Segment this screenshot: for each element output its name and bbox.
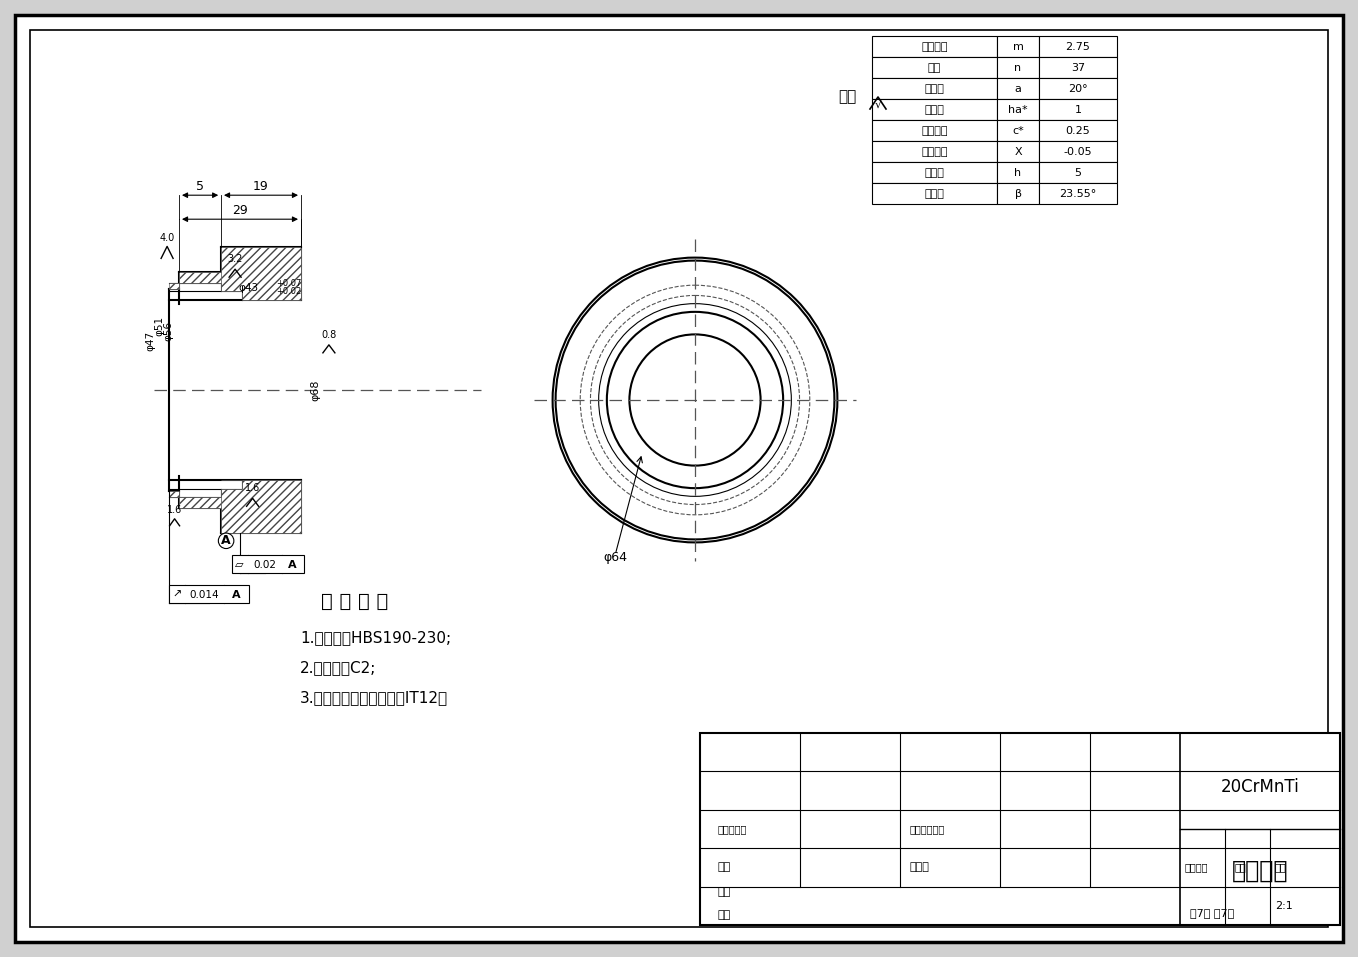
Text: ↗: ↗ xyxy=(172,590,182,600)
Text: φ43: φ43 xyxy=(239,282,258,293)
Text: 5: 5 xyxy=(196,180,204,192)
Bar xyxy=(1039,183,1118,204)
Text: A: A xyxy=(288,560,297,569)
Text: 0.25: 0.25 xyxy=(1066,126,1090,136)
Text: 技 术 要 求: 技 术 要 求 xyxy=(322,592,388,611)
Bar xyxy=(872,36,997,57)
Text: 齿形角: 齿形角 xyxy=(925,84,944,94)
Text: h: h xyxy=(1014,168,1021,178)
Bar xyxy=(1039,99,1118,120)
Text: φ51: φ51 xyxy=(153,316,164,336)
Text: 顶系隙数: 顶系隙数 xyxy=(921,126,948,136)
Text: 4.0: 4.0 xyxy=(159,234,175,243)
Bar xyxy=(997,162,1039,183)
Text: √: √ xyxy=(875,100,881,110)
Bar xyxy=(872,78,997,99)
Text: X: X xyxy=(1014,147,1021,157)
Text: 0.8: 0.8 xyxy=(322,330,337,340)
Text: 设计: 设计 xyxy=(718,862,731,873)
Text: 阶段标记: 阶段标记 xyxy=(1186,862,1209,873)
Text: β: β xyxy=(1014,189,1021,199)
Bar xyxy=(872,162,997,183)
Text: φ56: φ56 xyxy=(163,322,172,342)
Text: 2:1: 2:1 xyxy=(1275,901,1293,911)
Text: 5: 5 xyxy=(1074,168,1081,178)
Bar xyxy=(872,57,997,78)
Bar xyxy=(1039,141,1118,162)
Text: 螺旋角: 螺旋角 xyxy=(925,189,944,199)
Text: 2.75: 2.75 xyxy=(1066,42,1090,52)
Text: 19: 19 xyxy=(253,180,269,192)
Text: ▱: ▱ xyxy=(235,560,244,569)
Text: 3.2: 3.2 xyxy=(227,255,243,264)
Text: 20°: 20° xyxy=(1069,84,1088,94)
Bar xyxy=(170,585,249,603)
Text: φ47: φ47 xyxy=(145,330,155,350)
Text: 法向模数: 法向模数 xyxy=(921,42,948,52)
Polygon shape xyxy=(221,480,301,533)
Polygon shape xyxy=(168,273,221,289)
Text: 审核: 审核 xyxy=(718,887,731,898)
Text: 1.6: 1.6 xyxy=(244,483,261,493)
Bar xyxy=(1039,78,1118,99)
Text: 0.02: 0.02 xyxy=(253,560,276,569)
Polygon shape xyxy=(221,247,301,300)
Text: 变位系数: 变位系数 xyxy=(921,147,948,157)
Text: φ64: φ64 xyxy=(603,551,627,564)
Text: 29: 29 xyxy=(232,204,249,216)
Bar xyxy=(997,57,1039,78)
Bar xyxy=(997,99,1039,120)
Text: 标准化: 标准化 xyxy=(910,862,930,873)
Text: 五档齿轮: 五档齿轮 xyxy=(1232,859,1289,883)
Text: n: n xyxy=(1014,63,1021,73)
Text: c*: c* xyxy=(1012,126,1024,136)
Text: A: A xyxy=(221,534,231,547)
Bar xyxy=(997,141,1039,162)
Text: +0.02: +0.02 xyxy=(277,287,301,297)
Text: 齿数: 齿数 xyxy=(928,63,941,73)
Text: 齿顶高: 齿顶高 xyxy=(925,105,944,115)
Bar xyxy=(997,120,1039,141)
Text: 37: 37 xyxy=(1071,63,1085,73)
Bar xyxy=(1039,57,1118,78)
Polygon shape xyxy=(168,491,221,507)
Bar xyxy=(997,36,1039,57)
Text: 其余: 其余 xyxy=(838,90,857,104)
Bar xyxy=(872,99,997,120)
Text: 2.未注倒角C2;: 2.未注倒角C2; xyxy=(300,660,376,675)
Text: a: a xyxy=(1014,84,1021,94)
Text: A: A xyxy=(232,590,240,600)
Bar xyxy=(997,183,1039,204)
Text: 全齿高: 全齿高 xyxy=(925,168,944,178)
Text: 0.014: 0.014 xyxy=(189,590,219,600)
Text: 1: 1 xyxy=(1074,105,1081,115)
Text: 23.55°: 23.55° xyxy=(1059,189,1097,199)
Text: 1.调质处理HBS190-230;: 1.调质处理HBS190-230; xyxy=(300,630,451,645)
Bar xyxy=(1039,36,1118,57)
Bar xyxy=(997,78,1039,99)
Bar xyxy=(872,183,997,204)
Text: m: m xyxy=(1013,42,1024,52)
Bar xyxy=(699,733,1340,925)
Text: 共7张 第7张: 共7张 第7张 xyxy=(1190,908,1234,919)
Text: ha*: ha* xyxy=(1008,105,1028,115)
Bar xyxy=(232,555,304,573)
Text: 重量: 重量 xyxy=(1234,862,1247,873)
Text: 1.6: 1.6 xyxy=(167,504,182,515)
Text: -0.05: -0.05 xyxy=(1063,147,1092,157)
Text: 20CrMnTi: 20CrMnTi xyxy=(1221,778,1300,796)
Bar xyxy=(1039,162,1118,183)
Text: 3.未注偏差尺寸处精度为IT12。: 3.未注偏差尺寸处精度为IT12。 xyxy=(300,690,448,705)
Text: 工艺: 工艺 xyxy=(718,910,731,921)
Bar xyxy=(872,120,997,141)
Text: 区更改文件号: 区更改文件号 xyxy=(910,824,945,834)
Text: +0.07: +0.07 xyxy=(277,279,301,288)
Bar xyxy=(1039,120,1118,141)
Text: φ68: φ68 xyxy=(310,379,320,401)
Text: 标记处数分: 标记处数分 xyxy=(718,824,747,834)
Text: 比例: 比例 xyxy=(1275,862,1287,873)
Bar xyxy=(872,141,997,162)
